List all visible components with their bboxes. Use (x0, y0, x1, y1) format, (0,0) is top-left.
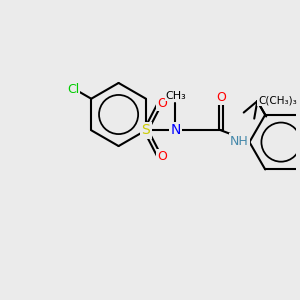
Text: O: O (158, 97, 168, 110)
Text: N: N (170, 123, 181, 137)
Text: NH: NH (230, 135, 249, 148)
Text: CH₃: CH₃ (165, 91, 186, 101)
Text: O: O (158, 150, 168, 164)
Text: O: O (216, 91, 226, 104)
Text: Cl: Cl (67, 83, 79, 96)
Text: C(CH₃)₃: C(CH₃)₃ (258, 96, 297, 106)
Text: S: S (142, 123, 150, 137)
